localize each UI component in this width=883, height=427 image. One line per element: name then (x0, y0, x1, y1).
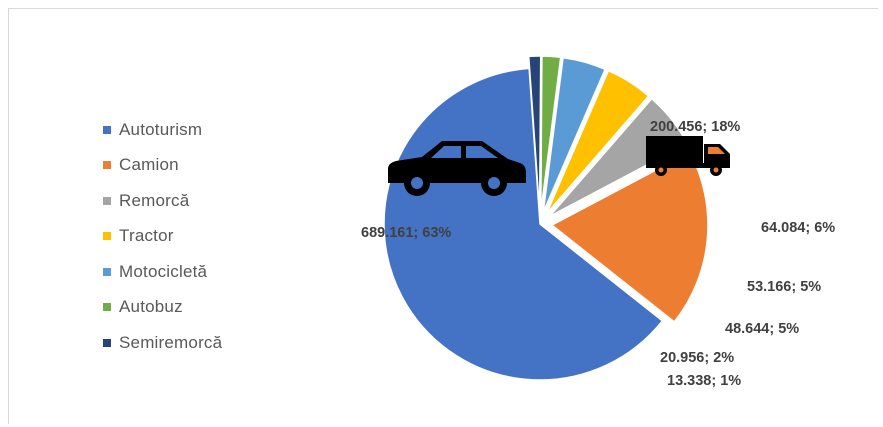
legend-label: Autobuz (119, 297, 183, 317)
data-label: 13.338; 1% (667, 373, 741, 389)
data-labels: 689.161; 63% 200.456; 18% 64.084; 6% 53.166… (361, 119, 835, 389)
legend-label: Autoturism (119, 119, 203, 139)
pie-slice-motocicletă (542, 56, 607, 213)
pie-slices (383, 55, 709, 381)
legend-label: Motocicletă (119, 261, 208, 281)
legend-item-autoturism: Autoturism (103, 112, 222, 148)
legend-item-remorca: Remorcă (103, 183, 222, 219)
legend-swatch (103, 232, 111, 241)
data-label: 20.956; 2% (660, 350, 734, 366)
legend-swatch (103, 161, 111, 170)
data-label: 64.084; 6% (761, 220, 835, 236)
data-label: 200.456; 18% (650, 119, 740, 135)
legend-item-tractor: Tractor (103, 219, 222, 255)
data-label: 689.161; 63% (361, 225, 451, 241)
car-icon (388, 141, 526, 196)
legend-swatch (103, 303, 111, 312)
legend-item-semiremorca: Semiremorcă (103, 325, 222, 361)
legend-label: Tractor (119, 226, 174, 246)
pie-slice-tractor (545, 69, 650, 215)
legend-item-autobuz: Autobuz (103, 290, 222, 326)
legend-label: Camion (119, 155, 179, 175)
pie-slice-semiremorcă (527, 55, 542, 213)
legend-label: Semiremorcă (119, 332, 223, 352)
legend: Autoturism Camion Remorcă Tractor Motoci… (103, 112, 222, 361)
data-label: 48.644; 5% (725, 321, 799, 337)
chart-frame (8, 8, 878, 424)
truck-icon (646, 136, 730, 176)
legend-label: Remorcă (119, 190, 190, 210)
legend-swatch (103, 267, 111, 276)
legend-item-camion: Camion (103, 148, 222, 184)
legend-item-motocicleta: Motocicletă (103, 254, 222, 290)
legend-swatch (103, 125, 111, 134)
pie-slice-autobuz (540, 55, 562, 213)
legend-swatch (103, 338, 111, 347)
data-label: 53.166; 5% (747, 279, 821, 295)
legend-swatch (103, 196, 111, 205)
